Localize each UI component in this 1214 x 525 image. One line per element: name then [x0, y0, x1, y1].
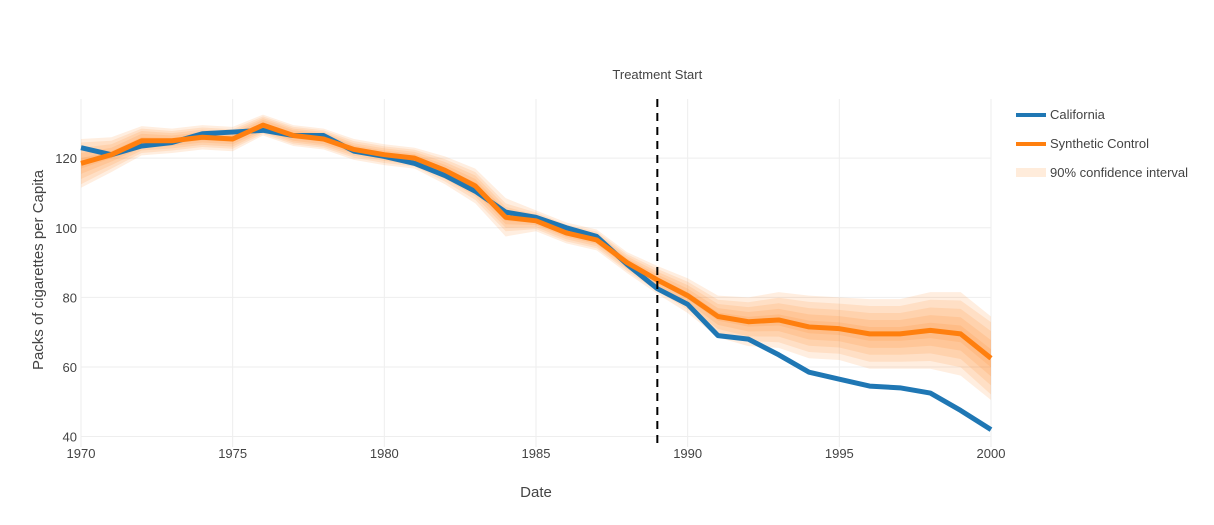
confidence-band-layer — [81, 116, 991, 395]
grid — [80, 99, 992, 447]
x-tick-label: 1985 — [522, 446, 551, 461]
legend-swatch-confidence-interval — [1016, 168, 1046, 177]
series-lines — [80, 122, 993, 432]
series-line-california[interactable] — [80, 127, 993, 432]
treatment-start-label: Treatment Start — [612, 67, 702, 82]
y-tick-label: 60 — [63, 360, 77, 375]
y-tick-label: 100 — [55, 221, 77, 236]
series-line-synthetic-control[interactable] — [80, 122, 993, 361]
legend-label-synthetic-control: Synthetic Control — [1050, 136, 1149, 151]
axes: 40 60 80 100 120 1970 1975 1980 1985 1990 1995 2000 — [55, 151, 1005, 461]
x-tick-label: 2000 — [977, 446, 1006, 461]
legend-label-confidence-interval: 90% confidence interval — [1050, 165, 1188, 180]
y-tick-label: 40 — [63, 430, 77, 445]
confidence-band-layer — [81, 119, 991, 377]
x-tick-label: 1995 — [825, 446, 854, 461]
x-tick-label: 1990 — [673, 446, 702, 461]
x-axis-title: Date — [520, 484, 552, 501]
legend-item-california[interactable]: California — [1016, 107, 1106, 122]
y-axis-title: Packs of cigarettes per Capita — [30, 169, 47, 370]
legend-label-california: California — [1050, 107, 1106, 122]
y-tick-label: 80 — [63, 290, 77, 305]
legend[interactable]: California Synthetic Control 90% confide… — [1016, 107, 1188, 180]
confidence-band-layer — [81, 114, 991, 401]
x-tick-label: 1975 — [218, 446, 247, 461]
x-tick-label: 1970 — [67, 446, 96, 461]
y-tick-label: 120 — [55, 151, 77, 166]
x-tick-label: 1980 — [370, 446, 399, 461]
legend-item-confidence-interval[interactable]: 90% confidence interval — [1016, 165, 1188, 180]
annotations: Treatment Start — [612, 67, 703, 447]
legend-item-synthetic-control[interactable]: Synthetic Control — [1016, 136, 1149, 151]
